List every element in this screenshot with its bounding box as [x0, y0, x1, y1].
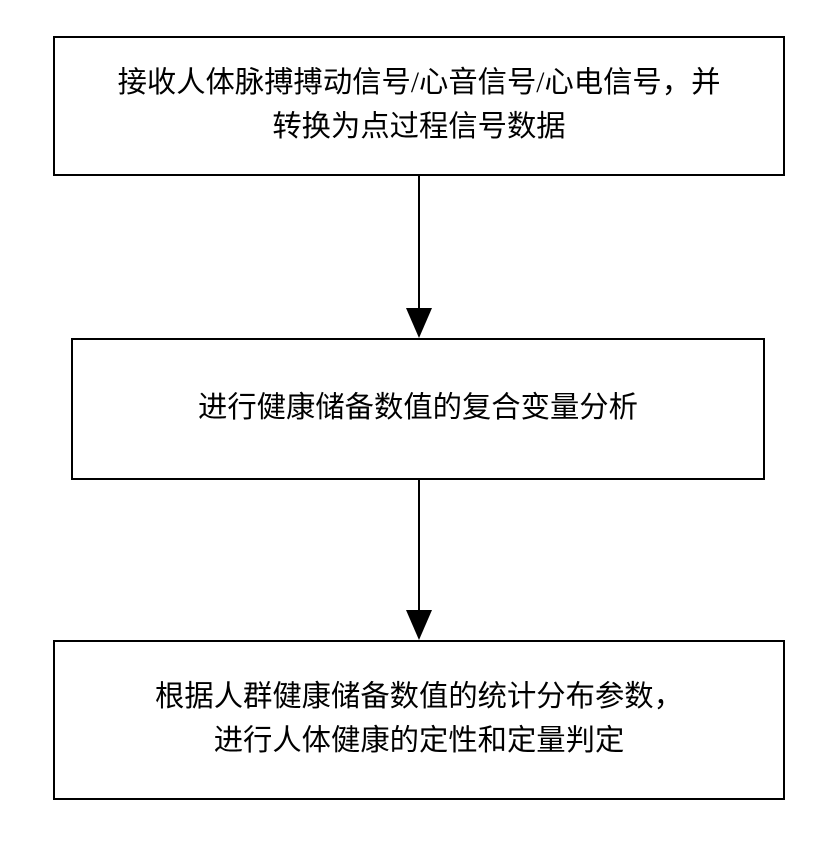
flowchart-arrowhead-0	[406, 308, 432, 338]
flowchart-arrowhead-1	[406, 610, 432, 640]
flowchart-node-label: 根据人群健康储备数值的统计分布参数， 进行人体健康的定性和定量判定	[155, 676, 683, 764]
flowchart-node-n3: 根据人群健康储备数值的统计分布参数， 进行人体健康的定性和定量判定	[53, 640, 785, 800]
flowchart-node-n1: 接收人体脉搏搏动信号/心音信号/心电信号，并 转换为点过程信号数据	[53, 36, 785, 176]
flowchart-node-label: 接收人体脉搏搏动信号/心音信号/心电信号，并 转换为点过程信号数据	[118, 62, 721, 150]
flowchart-node-n2: 进行健康储备数值的复合变量分析	[71, 338, 765, 480]
flowchart-node-label: 进行健康储备数值的复合变量分析	[198, 387, 638, 431]
flowchart-canvas: 接收人体脉搏搏动信号/心音信号/心电信号，并 转换为点过程信号数据进行健康储备数…	[0, 0, 838, 850]
